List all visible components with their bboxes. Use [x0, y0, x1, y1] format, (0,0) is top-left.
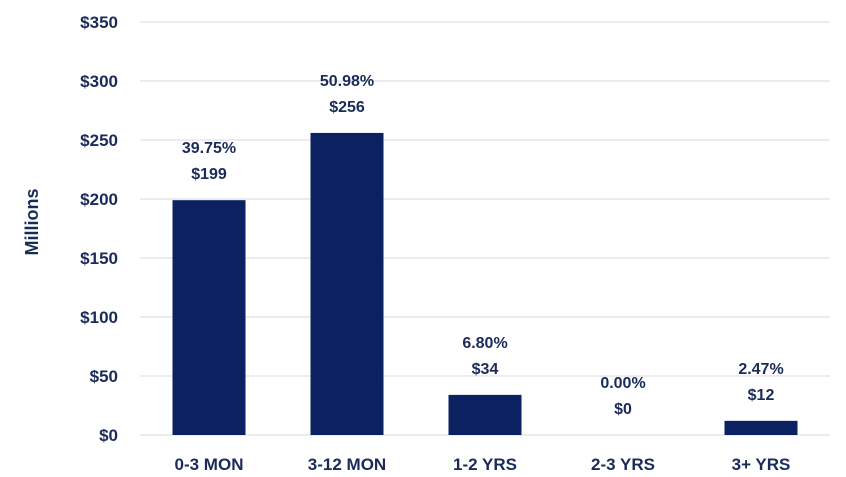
gridlines [140, 21, 830, 436]
data-label-value: $256 [329, 99, 365, 116]
y-tick-label: $300 [80, 72, 118, 91]
bar [448, 394, 522, 435]
x-axis-categories: 0-3 MON 3-12 MON 1-2 YRS 2-3 YRS 3+ YRS [175, 455, 791, 474]
x-category-label: 2-3 YRS [591, 455, 655, 474]
data-label-percent: 6.80% [462, 335, 507, 352]
bar [172, 200, 246, 435]
data-label-percent: 39.75% [182, 140, 236, 157]
y-tick-label: $150 [80, 249, 118, 268]
data-label-value: $199 [191, 166, 227, 183]
y-axis-ticks: $0 $50 $100 $150 $200 $250 $300 $350 [80, 13, 118, 445]
y-tick-label: $200 [80, 190, 118, 209]
x-category-label: 3+ YRS [732, 455, 791, 474]
y-tick-label: $350 [80, 13, 118, 32]
bars [172, 132, 798, 436]
y-axis-label: Millions [22, 189, 42, 256]
x-category-label: 3-12 MON [308, 455, 386, 474]
y-tick-label: $250 [80, 131, 118, 150]
x-category-label: 0-3 MON [175, 455, 244, 474]
data-label-value: $0 [614, 401, 632, 418]
y-tick-label: $0 [99, 426, 118, 445]
data-labels: 39.75% $199 50.98% $256 6.80% $34 0.00% $0 2.47%… [182, 73, 784, 418]
data-label-value: $34 [472, 361, 499, 378]
data-label-percent: 2.47% [738, 361, 783, 378]
y-tick-label: $50 [90, 367, 118, 386]
data-label-value: $12 [748, 387, 775, 404]
data-label-percent: 0.00% [600, 375, 645, 392]
bar [310, 132, 384, 436]
x-category-label: 1-2 YRS [453, 455, 517, 474]
y-tick-label: $100 [80, 308, 118, 327]
bar [724, 420, 798, 435]
data-label-percent: 50.98% [320, 73, 374, 90]
